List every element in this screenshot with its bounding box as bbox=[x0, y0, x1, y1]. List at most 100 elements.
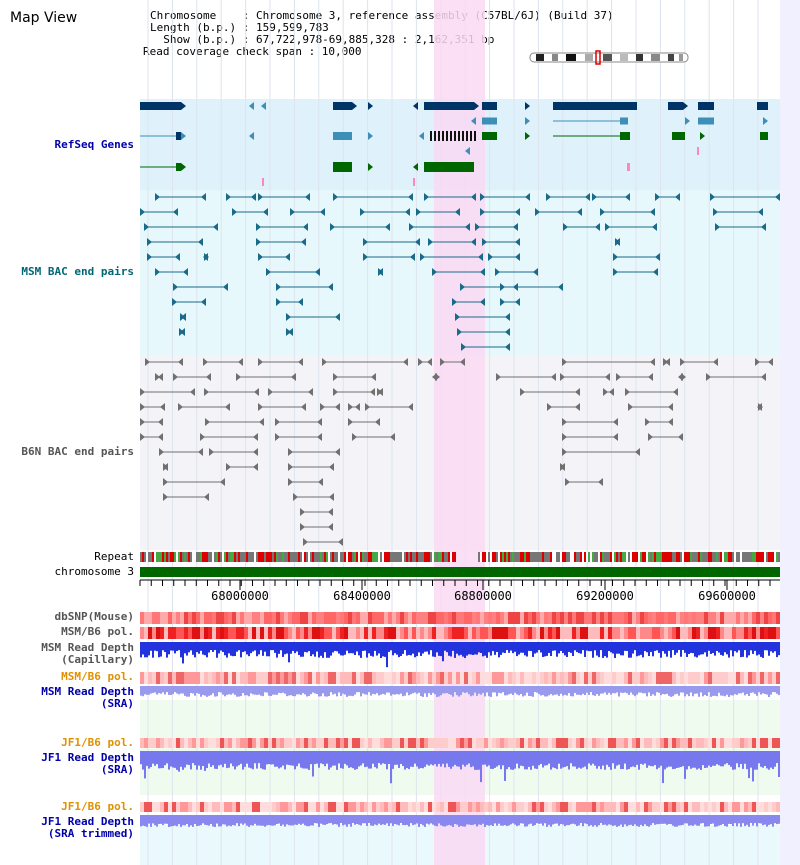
depth-bar bbox=[522, 815, 524, 824]
heat-cell bbox=[644, 627, 648, 639]
depth-bar bbox=[412, 815, 414, 826]
depth-bar bbox=[256, 751, 258, 769]
heat-cell bbox=[168, 802, 172, 812]
heat-cell bbox=[684, 802, 688, 812]
depth-bar bbox=[770, 686, 772, 695]
track-label-msm-bac[interactable]: MSM BAC end pairs bbox=[21, 265, 134, 278]
heat-cell bbox=[540, 672, 544, 684]
heat-cell bbox=[412, 802, 416, 812]
gene-block bbox=[620, 132, 630, 140]
depth-bar bbox=[540, 815, 542, 824]
depth-bar bbox=[644, 686, 646, 694]
track-label-jf1-depth[interactable]: JF1 Read Depth (SRA) bbox=[41, 752, 134, 776]
depth-bar bbox=[276, 815, 278, 824]
heat-cell bbox=[188, 802, 192, 812]
depth-bar bbox=[538, 815, 540, 824]
track-label-msm-b6-pol-2[interactable]: MSM/B6 pol. bbox=[61, 670, 134, 683]
strand-arrow bbox=[525, 102, 530, 110]
repeat-cell bbox=[564, 552, 566, 562]
bac-end-marker bbox=[505, 343, 510, 351]
depth-bar bbox=[492, 815, 494, 827]
repeat-cell bbox=[556, 552, 558, 562]
track-label-msm-b6-pol[interactable]: MSM/B6 pol. bbox=[61, 625, 134, 638]
depth-bar bbox=[406, 642, 408, 656]
heat-cell bbox=[472, 627, 476, 639]
bac-end-marker bbox=[322, 358, 327, 366]
depth-bar bbox=[162, 642, 164, 651]
depth-bar bbox=[302, 815, 304, 824]
depth-bar bbox=[328, 751, 330, 770]
repeat-cell bbox=[424, 552, 426, 562]
depth-bar bbox=[522, 642, 524, 653]
heat-cell bbox=[152, 672, 156, 684]
depth-bar bbox=[666, 815, 668, 825]
depth-bar bbox=[244, 686, 246, 696]
bac-end-marker bbox=[286, 313, 291, 321]
depth-bar bbox=[396, 815, 398, 825]
track-label-jf1-depth-trimmed[interactable]: JF1 Read Depth (SRA trimmed) bbox=[41, 816, 134, 840]
heat-cell bbox=[704, 802, 708, 812]
repeat-cell bbox=[506, 552, 508, 562]
depth-bar bbox=[382, 686, 384, 694]
depth-bar bbox=[404, 642, 406, 651]
track-label-jf1-pol[interactable]: JF1/B6 pol. bbox=[61, 736, 134, 749]
track-label-dbsnp[interactable]: dbSNP(Mouse) bbox=[54, 610, 134, 623]
heat-cell bbox=[344, 627, 348, 639]
heat-cell bbox=[560, 802, 564, 812]
depth-bar bbox=[360, 815, 362, 826]
heat-cell bbox=[508, 627, 512, 639]
repeat-cell bbox=[668, 552, 670, 562]
track-label-repeat[interactable]: Repeat bbox=[94, 550, 134, 563]
depth-bar bbox=[464, 686, 466, 693]
depth-bar bbox=[702, 751, 704, 766]
repeat-cell bbox=[496, 552, 498, 562]
repeat-cell bbox=[532, 552, 534, 562]
depth-bar bbox=[268, 642, 270, 657]
track-label-refseq[interactable]: RefSeq Genes bbox=[54, 138, 134, 151]
bac-end-marker bbox=[259, 418, 264, 426]
depth-bar bbox=[550, 815, 552, 827]
depth-bar bbox=[386, 642, 388, 668]
repeat-cell bbox=[734, 552, 736, 562]
heat-cell bbox=[508, 738, 512, 748]
repeat-cell bbox=[372, 552, 374, 562]
heat-cell bbox=[608, 612, 612, 624]
heat-cell bbox=[676, 802, 680, 812]
depth-bar bbox=[406, 686, 408, 693]
track-label-b6n-bac[interactable]: B6N BAC end pairs bbox=[21, 445, 134, 458]
heat-cell bbox=[264, 738, 268, 748]
bac-end-marker bbox=[706, 373, 711, 381]
region-info: Chromosome : Chromosome 3, reference ass… bbox=[143, 10, 614, 58]
heat-cell bbox=[152, 612, 156, 624]
heat-cell bbox=[588, 612, 592, 624]
depth-bar bbox=[578, 642, 580, 654]
track-label-jf1-pol-2[interactable]: JF1/B6 pol. bbox=[61, 800, 134, 813]
bac-end-marker bbox=[333, 388, 338, 396]
track-label-msm-depth-sra[interactable]: MSM Read Depth (SRA) bbox=[41, 686, 134, 710]
bac-end-marker bbox=[291, 373, 296, 381]
depth-bar bbox=[342, 686, 344, 694]
depth-bar bbox=[768, 686, 770, 697]
depth-bar bbox=[194, 751, 196, 766]
bac-end-marker bbox=[480, 268, 485, 276]
depth-bar bbox=[196, 815, 198, 827]
track-label-msm-depth-capillary[interactable]: MSM Read Depth (Capillary) bbox=[41, 642, 134, 666]
bac-end-marker bbox=[335, 403, 340, 411]
depth-bar bbox=[768, 751, 770, 770]
depth-bar bbox=[240, 642, 242, 658]
heat-cell bbox=[180, 627, 184, 639]
heat-cell bbox=[344, 612, 348, 624]
heat-cell bbox=[232, 612, 236, 624]
repeat-cell bbox=[688, 552, 690, 562]
depth-bar bbox=[234, 815, 236, 826]
depth-bar bbox=[350, 751, 352, 768]
depth-bar bbox=[252, 815, 254, 826]
depth-bar bbox=[596, 686, 598, 695]
depth-bar bbox=[536, 642, 538, 653]
track-label-chromosome[interactable]: chromosome 3 bbox=[54, 565, 134, 578]
exon-tick bbox=[466, 131, 468, 141]
bac-end-marker bbox=[427, 358, 432, 366]
bac-end-marker bbox=[258, 193, 263, 201]
heat-cell bbox=[388, 627, 392, 639]
depth-bar bbox=[228, 751, 230, 768]
